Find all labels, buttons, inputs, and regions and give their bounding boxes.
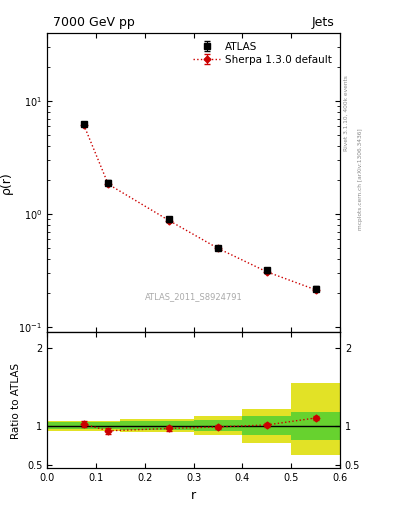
Text: 7000 GeV pp: 7000 GeV pp bbox=[53, 16, 135, 29]
Y-axis label: ρ(r): ρ(r) bbox=[0, 172, 13, 194]
Text: ATLAS_2011_S8924791: ATLAS_2011_S8924791 bbox=[145, 292, 242, 301]
Y-axis label: Ratio to ATLAS: Ratio to ATLAS bbox=[11, 362, 21, 439]
Text: mcplots.cern.ch [arXiv:1306.3436]: mcplots.cern.ch [arXiv:1306.3436] bbox=[358, 129, 363, 230]
Text: Jets: Jets bbox=[311, 16, 334, 29]
Text: Rivet 3.1.10, 400k events: Rivet 3.1.10, 400k events bbox=[344, 75, 349, 151]
Legend: ATLAS, Sherpa 1.3.0 default: ATLAS, Sherpa 1.3.0 default bbox=[190, 38, 335, 68]
X-axis label: r: r bbox=[191, 489, 196, 502]
